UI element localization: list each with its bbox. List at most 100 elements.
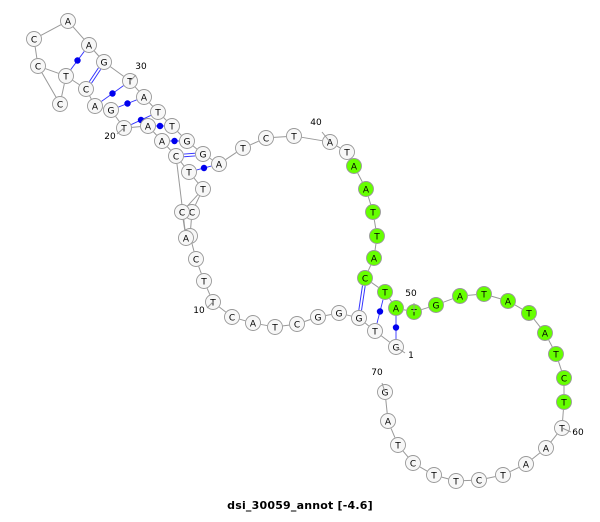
base-circle <box>380 413 396 429</box>
base-node: A <box>81 37 97 53</box>
base-circle <box>388 300 404 316</box>
backbone-link <box>192 145 198 150</box>
base-circle <box>267 319 283 335</box>
backbone-link <box>367 196 372 205</box>
base-letter: A <box>363 185 370 195</box>
base-letter: C <box>476 476 482 486</box>
backbone-link <box>371 282 379 288</box>
base-node: T <box>267 319 283 335</box>
base-letter: G <box>336 309 343 319</box>
base-circle <box>556 370 572 386</box>
position-label-tick <box>129 74 137 82</box>
base-circle <box>426 467 442 483</box>
position-label: 20 <box>104 132 116 142</box>
base-circle <box>346 158 362 174</box>
base-node-highlighted: T <box>476 286 492 302</box>
base-letter: A <box>393 304 400 314</box>
base-letter: T <box>558 424 565 434</box>
base-circle <box>471 472 487 488</box>
base-circle <box>87 98 103 114</box>
base-node: T <box>58 68 74 84</box>
backbone-link <box>390 428 396 438</box>
base-pair-bond <box>183 152 195 155</box>
backbone-link <box>531 452 541 460</box>
base-node: C <box>30 58 46 74</box>
backbone-link <box>153 131 157 136</box>
position-label-tick <box>206 301 214 309</box>
caption-energy-score: [-4.6] <box>337 499 373 512</box>
base-letter: T <box>185 168 192 178</box>
base-letter: C <box>294 320 300 330</box>
base-letter: C <box>179 208 185 218</box>
base-node-highlighted: A <box>366 250 382 266</box>
base-circle <box>452 288 468 304</box>
base-node: C <box>405 455 421 471</box>
base-letter: G <box>184 137 191 147</box>
base-circle <box>30 58 46 74</box>
backbone-link <box>115 116 120 122</box>
base-node-highlighted: A <box>452 288 468 304</box>
base-circle <box>81 37 97 53</box>
position-label: 70 <box>371 368 383 378</box>
base-letter: A <box>65 17 72 27</box>
backbone-link <box>131 126 141 128</box>
base-node-highlighted: G <box>428 297 444 313</box>
base-node: A <box>87 98 103 114</box>
base-circle <box>365 204 381 220</box>
base-pair-dot <box>74 57 81 64</box>
backbone-link <box>110 66 124 77</box>
base-letter: T <box>200 277 207 287</box>
backbone-link <box>548 339 553 348</box>
base-circle <box>358 181 374 197</box>
base-node-highlighted: T <box>377 284 393 300</box>
base-letter: T <box>154 108 161 118</box>
base-circle <box>495 467 511 483</box>
backbone-link <box>72 79 80 86</box>
base-circle <box>140 118 156 134</box>
base-node: T <box>181 164 197 180</box>
base-node: G <box>331 305 347 321</box>
base-circle <box>164 118 180 134</box>
backbone-link <box>533 318 541 328</box>
base-node: C <box>258 130 274 146</box>
base-circle <box>351 310 367 326</box>
base-letter: A <box>145 122 152 132</box>
base-letter: T <box>452 477 459 487</box>
backbone-link <box>41 72 57 98</box>
base-node: C <box>168 148 184 164</box>
base-node-highlighted: T <box>365 204 381 220</box>
base-node-highlighted: T <box>369 228 385 244</box>
base-letter: T <box>410 308 417 318</box>
base-node: C <box>188 251 204 267</box>
base-pair-bond <box>361 286 366 311</box>
figure-caption: dsi_30059_annot [-4.6] <box>0 499 600 512</box>
backbone-layer <box>34 24 565 482</box>
base-pair-bond <box>88 67 99 82</box>
position-label: 40 <box>310 118 322 128</box>
backbone-link <box>562 409 564 421</box>
base-circle <box>500 293 516 309</box>
base-letter: T <box>62 72 69 82</box>
base-letter: T <box>394 441 401 451</box>
backbone-link <box>72 26 85 40</box>
base-circle <box>188 251 204 267</box>
base-node: T <box>196 273 212 289</box>
backbone-link <box>336 145 341 149</box>
base-circle <box>224 309 240 325</box>
base-letter: C <box>35 62 41 72</box>
backbone-link <box>357 172 363 183</box>
base-circle <box>154 133 170 149</box>
base-circle <box>548 346 564 362</box>
backbone-link <box>193 177 199 184</box>
base-letter: A <box>327 138 334 148</box>
base-letter: C <box>189 208 195 218</box>
base-pair-dot <box>171 137 178 145</box>
backbone-link <box>373 219 377 229</box>
base-circle <box>310 309 326 325</box>
base-circle <box>366 250 382 266</box>
base-circle <box>521 305 537 321</box>
backbone-link <box>239 318 246 322</box>
backbone-link <box>389 298 392 302</box>
position-label: 60 <box>572 428 584 438</box>
base-letter: T <box>430 471 437 481</box>
